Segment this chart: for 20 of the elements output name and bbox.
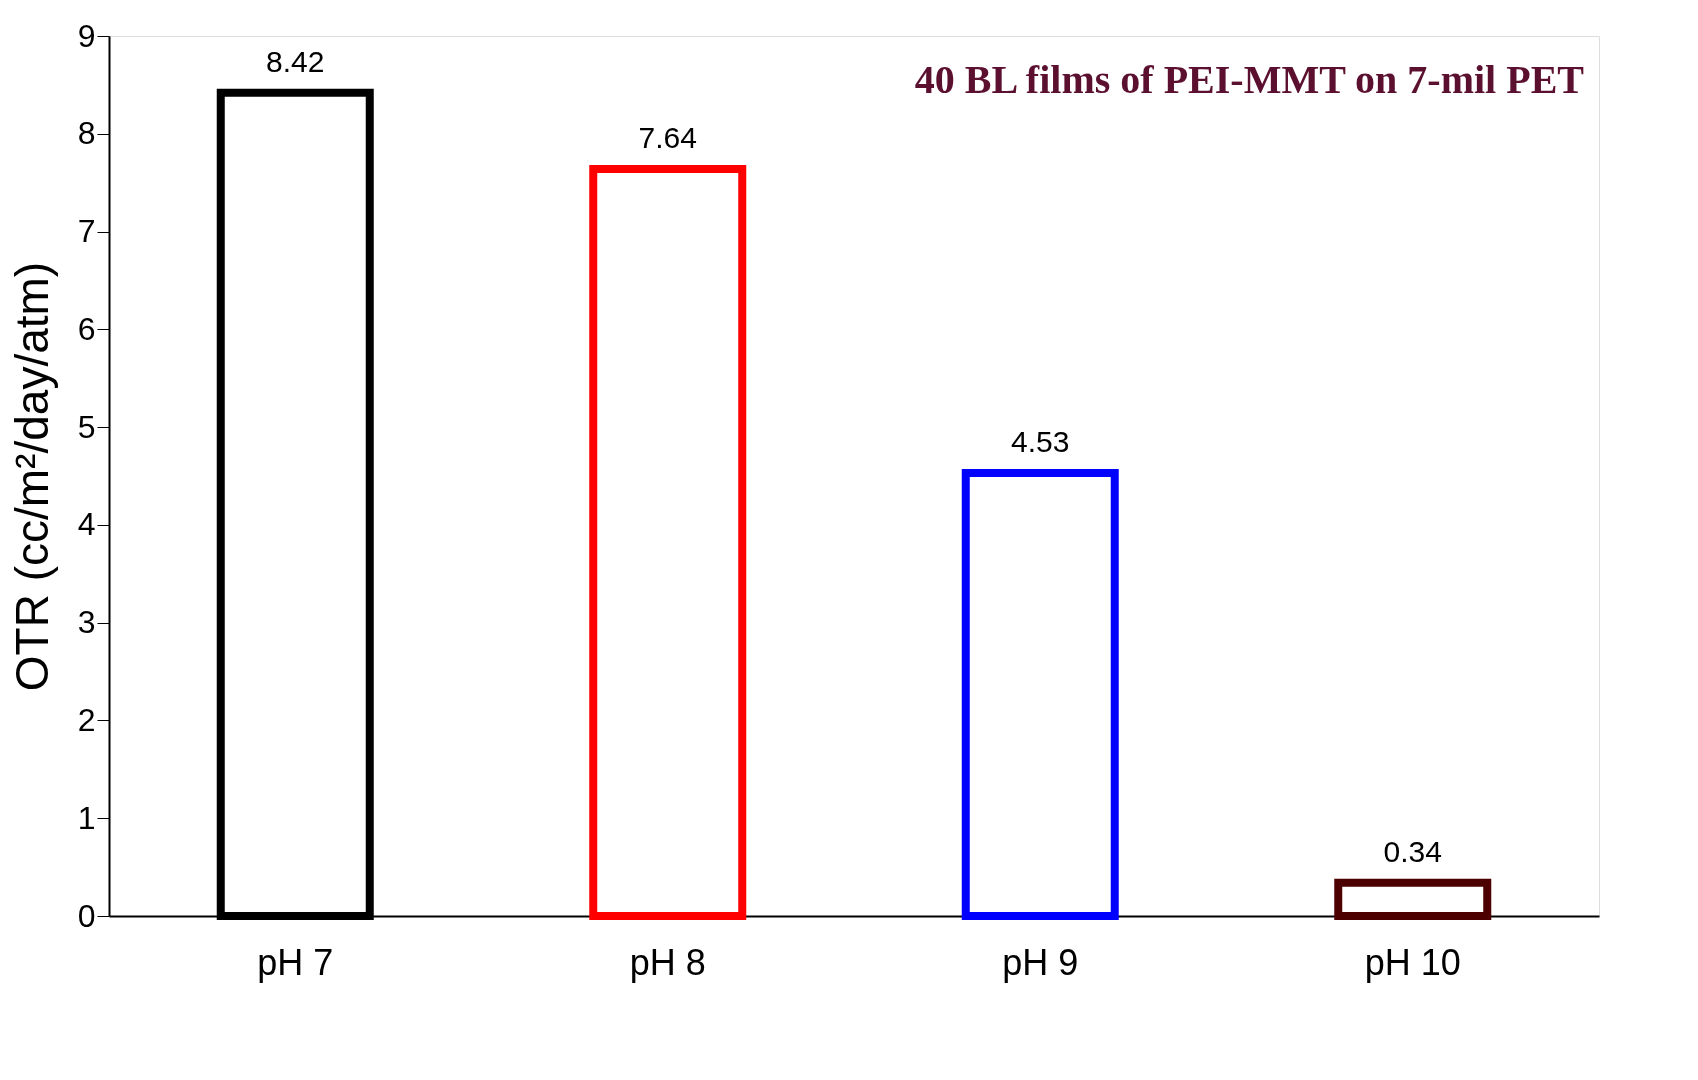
x-tick-label: pH 10	[1364, 941, 1461, 983]
y-tick-label: 2	[77, 701, 96, 738]
y-tick-label: 4	[77, 506, 96, 543]
y-tick-label: 8	[77, 115, 96, 152]
data-label: 8.42	[266, 44, 325, 78]
x-tick-label: pH 9	[1002, 941, 1079, 983]
annotation: 40 BL films of PEI-MMT on 7-mil PET	[914, 57, 1585, 102]
x-tick-label: pH 8	[629, 941, 706, 983]
data-label: 4.53	[1011, 425, 1070, 459]
y-tick-label: 1	[77, 799, 96, 836]
y-tick-label: 5	[77, 408, 96, 445]
y-tick-label: 6	[77, 310, 96, 347]
y-tick-label: 0	[77, 897, 96, 934]
data-label: 0.34	[1383, 834, 1442, 868]
data-label: 7.64	[638, 120, 697, 154]
y-axis-title: OTR (cc/m²/day/atm)	[5, 261, 58, 692]
y-tick-label: 9	[77, 17, 96, 54]
y-tick-label: 7	[77, 213, 96, 250]
y-tick-label: 3	[77, 604, 96, 641]
x-tick-label: pH 7	[257, 941, 334, 983]
